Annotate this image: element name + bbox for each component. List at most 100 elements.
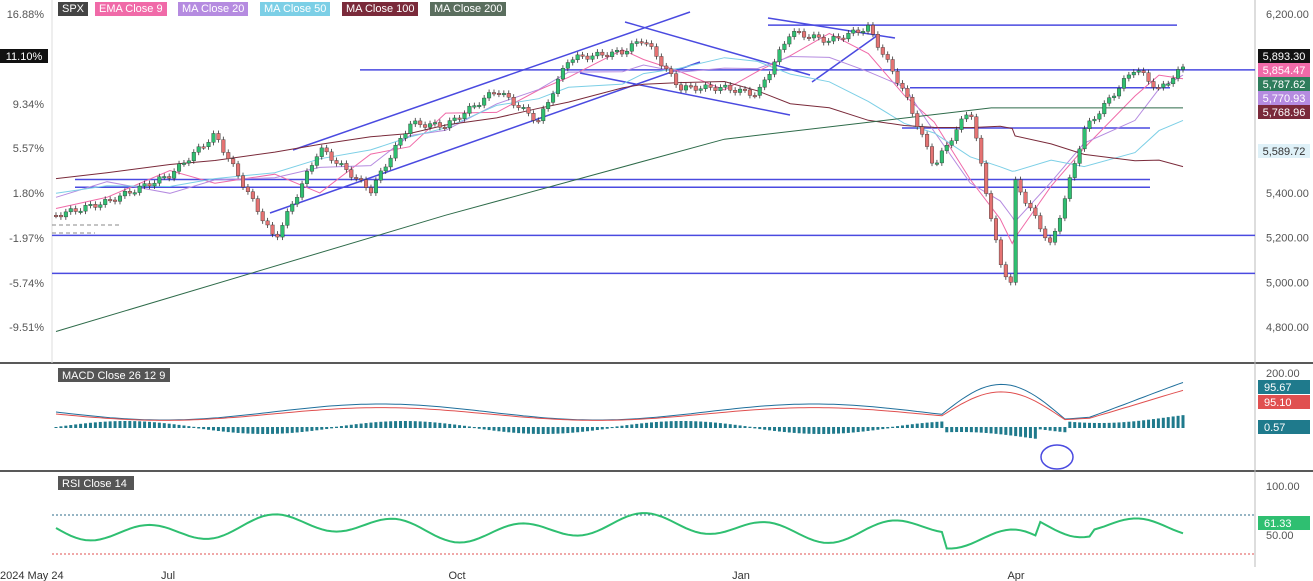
- macd-bar: [645, 422, 649, 428]
- macd-histogram: [54, 415, 1185, 439]
- candle-body: [393, 145, 398, 159]
- candle-body: [747, 89, 752, 96]
- ma100-line: [55, 80, 1184, 180]
- candle-body: [334, 160, 339, 164]
- macd-bar: [576, 427, 580, 433]
- candle-body: [575, 54, 580, 61]
- candle-body: [63, 211, 68, 218]
- x-axis-label: Oct: [448, 570, 465, 581]
- candle-body: [383, 166, 388, 172]
- symbol-label: SPX: [58, 2, 89, 16]
- macd-bar: [920, 423, 924, 428]
- macd-bar: [763, 427, 767, 430]
- candle-body: [728, 84, 733, 91]
- candle-body: [688, 85, 693, 88]
- candle-body: [270, 224, 275, 235]
- macd-bar: [285, 427, 289, 434]
- candle-body: [329, 151, 334, 161]
- macd-bar: [271, 427, 275, 434]
- macd-bar: [88, 422, 92, 428]
- candle-body: [162, 176, 167, 179]
- macd-bar: [905, 424, 909, 428]
- percent-highlight-label: 11.10%: [6, 51, 43, 63]
- x-axis-label: Apr: [1007, 570, 1024, 581]
- candle-body: [103, 199, 108, 205]
- candle-body: [472, 105, 477, 108]
- legend-ma100[interactable]: MA Close 100: [342, 2, 419, 16]
- macd-bar: [98, 421, 102, 428]
- percent-highlight-badge: [0, 49, 48, 63]
- candle-body: [487, 92, 492, 99]
- candle-body: [806, 36, 811, 39]
- macd-bar: [339, 426, 343, 428]
- macd-bar: [69, 425, 73, 428]
- candle-body: [555, 78, 560, 94]
- candle-body: [1112, 95, 1117, 98]
- rsi-line: [55, 512, 1184, 550]
- macd-bar: [349, 424, 353, 428]
- macd-bar: [1112, 422, 1116, 428]
- candle-body: [452, 117, 457, 121]
- candle-body: [698, 88, 703, 91]
- macd-bar: [773, 427, 777, 431]
- candle-body: [221, 139, 226, 153]
- price-tick-label: 5,200.00: [1266, 233, 1309, 245]
- macd-bar: [487, 427, 491, 431]
- macd-bar: [152, 422, 156, 428]
- candle-body: [920, 126, 925, 135]
- candle-body: [777, 49, 782, 63]
- candle-body: [910, 97, 915, 114]
- candle-body: [536, 120, 541, 123]
- macd-bar: [984, 427, 988, 433]
- macd-bar: [197, 427, 201, 429]
- price-tick-label: 6,200.00: [1266, 9, 1309, 21]
- macd-bar: [891, 426, 895, 428]
- candle-body: [526, 107, 531, 114]
- macd-bar: [733, 424, 737, 428]
- candle-body: [802, 31, 807, 38]
- price-badge: [1258, 63, 1310, 77]
- macd-bar: [118, 421, 122, 428]
- macd-bar: [728, 424, 732, 428]
- legend-ma200[interactable]: MA Close 200: [430, 2, 507, 16]
- macd-bar: [1014, 427, 1018, 437]
- macd-bar: [138, 421, 142, 428]
- candle-body: [890, 59, 895, 72]
- macd-bar: [861, 427, 865, 432]
- macd-bar: [369, 422, 373, 428]
- candle-body: [368, 187, 373, 194]
- trendline: [767, 17, 896, 39]
- macd-bar: [256, 427, 260, 434]
- macd-bar: [581, 427, 585, 432]
- macd-bar: [507, 427, 511, 433]
- legend-ema9[interactable]: EMA Close 9: [95, 2, 167, 16]
- candle-body: [674, 73, 679, 86]
- macd-bar: [566, 427, 570, 434]
- candle-body: [624, 50, 629, 55]
- candle-body: [1171, 78, 1176, 85]
- macd-badge: [1258, 380, 1310, 394]
- macd-bar: [915, 423, 919, 428]
- macd-bar: [674, 421, 678, 428]
- macd-bar: [748, 426, 752, 428]
- macd-title: MACD Close 26 12 9: [62, 370, 165, 382]
- candle-body: [1107, 97, 1112, 104]
- candle-body: [846, 32, 851, 40]
- candle-body: [482, 97, 487, 106]
- candle-body: [757, 86, 762, 96]
- macd-bar: [738, 425, 742, 428]
- candle-body: [280, 225, 285, 238]
- macd-bar: [1078, 422, 1082, 428]
- price-badge: [1258, 144, 1310, 158]
- candle-body: [245, 186, 250, 192]
- macd-bar: [497, 427, 501, 432]
- candle-body: [177, 163, 182, 172]
- candle-body: [260, 211, 265, 222]
- candle-body: [851, 29, 856, 34]
- legend-ma50[interactable]: MA Close 50: [260, 2, 331, 16]
- candle-body: [659, 56, 664, 67]
- price-badge: [1258, 49, 1310, 63]
- candle-body: [255, 198, 260, 212]
- legend-ma20[interactable]: MA Close 20: [178, 2, 249, 16]
